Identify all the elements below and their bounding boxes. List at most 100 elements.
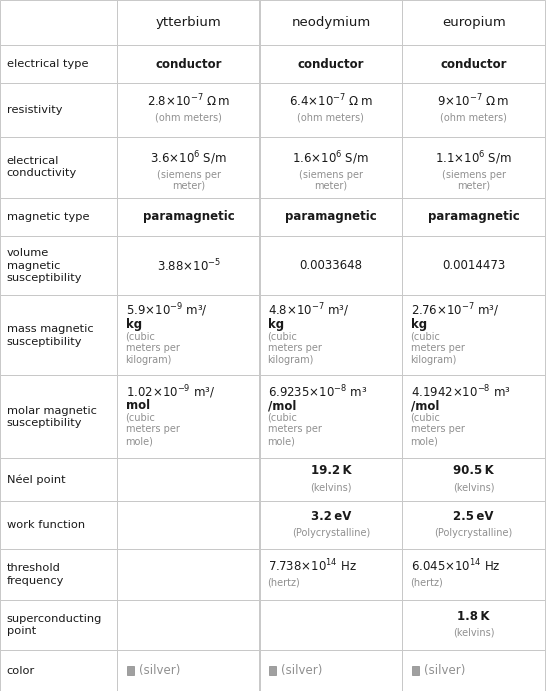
Text: kilogram): kilogram) bbox=[268, 354, 314, 365]
Text: work function: work function bbox=[7, 520, 85, 531]
Text: 6.045×10$^{14}$ Hz: 6.045×10$^{14}$ Hz bbox=[411, 558, 500, 574]
Text: (silver): (silver) bbox=[139, 664, 180, 677]
Bar bbox=[0, 236, 117, 295]
Text: 7.738×10$^{14}$ Hz: 7.738×10$^{14}$ Hz bbox=[268, 558, 357, 574]
Bar bbox=[259, 0, 402, 45]
Bar bbox=[117, 45, 260, 84]
Text: neodymium: neodymium bbox=[291, 16, 371, 29]
Text: mole): mole) bbox=[411, 436, 438, 446]
Text: meter): meter) bbox=[314, 181, 347, 191]
Bar bbox=[259, 650, 402, 691]
Bar bbox=[259, 84, 402, 137]
Bar bbox=[259, 236, 402, 295]
Text: electrical type: electrical type bbox=[7, 59, 88, 69]
Text: 2.8×10$^{-7}$ Ω m: 2.8×10$^{-7}$ Ω m bbox=[147, 93, 230, 109]
Text: 1.6×10$^{6}$ S/m: 1.6×10$^{6}$ S/m bbox=[293, 149, 369, 167]
Text: electrical
conductivity: electrical conductivity bbox=[7, 156, 77, 178]
Bar bbox=[402, 295, 545, 375]
Text: (hertz): (hertz) bbox=[411, 577, 443, 587]
Bar bbox=[117, 375, 260, 458]
Bar bbox=[0, 600, 117, 650]
Text: 3.2 eV: 3.2 eV bbox=[311, 510, 351, 523]
Bar bbox=[0, 458, 117, 502]
Text: conductor: conductor bbox=[298, 57, 364, 70]
Text: 6.9235×10$^{-8}$ m³: 6.9235×10$^{-8}$ m³ bbox=[268, 384, 367, 400]
Text: (siemens per: (siemens per bbox=[442, 170, 506, 180]
Text: 19.2 K: 19.2 K bbox=[311, 464, 351, 477]
Bar bbox=[117, 84, 260, 137]
Text: kg: kg bbox=[126, 318, 142, 331]
Text: (cubic: (cubic bbox=[126, 331, 156, 341]
Text: meters per: meters per bbox=[268, 343, 322, 353]
Text: 3.88×10$^{-5}$: 3.88×10$^{-5}$ bbox=[157, 258, 221, 274]
Text: (kelvins): (kelvins) bbox=[453, 627, 495, 638]
Bar bbox=[259, 45, 402, 84]
Text: meters per: meters per bbox=[268, 424, 322, 435]
Bar bbox=[402, 45, 545, 84]
Text: 4.1942×10$^{-8}$ m³: 4.1942×10$^{-8}$ m³ bbox=[411, 384, 511, 400]
Text: meter): meter) bbox=[173, 181, 205, 191]
Text: resistivity: resistivity bbox=[7, 105, 62, 115]
Text: kilogram): kilogram) bbox=[411, 354, 457, 365]
Bar bbox=[402, 650, 545, 691]
Bar bbox=[259, 137, 402, 198]
Text: (cubic: (cubic bbox=[268, 331, 298, 341]
Bar bbox=[402, 84, 545, 137]
Text: mol: mol bbox=[126, 399, 150, 413]
Text: conductor: conductor bbox=[441, 57, 507, 70]
Bar bbox=[259, 198, 402, 236]
Text: (siemens per: (siemens per bbox=[299, 170, 363, 180]
Bar bbox=[0, 502, 117, 549]
Bar bbox=[0, 84, 117, 137]
Bar bbox=[402, 502, 545, 549]
Bar bbox=[0, 198, 117, 236]
Text: mass magnetic
susceptibility: mass magnetic susceptibility bbox=[7, 324, 93, 347]
Bar bbox=[0, 650, 117, 691]
Bar bbox=[402, 236, 545, 295]
Bar bbox=[117, 295, 260, 375]
Text: kg: kg bbox=[268, 318, 284, 331]
Text: 6.4×10$^{-7}$ Ω m: 6.4×10$^{-7}$ Ω m bbox=[289, 93, 373, 109]
Text: meter): meter) bbox=[457, 181, 490, 191]
Text: threshold
frequency: threshold frequency bbox=[7, 563, 64, 586]
Bar bbox=[117, 650, 260, 691]
Bar bbox=[0, 549, 117, 600]
Text: (kelvins): (kelvins) bbox=[310, 482, 352, 493]
Text: Néel point: Néel point bbox=[7, 475, 65, 485]
Text: 0.0014473: 0.0014473 bbox=[442, 259, 505, 272]
Bar bbox=[259, 295, 402, 375]
Text: volume
magnetic
susceptibility: volume magnetic susceptibility bbox=[7, 248, 82, 283]
Text: (silver): (silver) bbox=[281, 664, 322, 677]
Text: 1.02×10$^{-9}$ m³/: 1.02×10$^{-9}$ m³/ bbox=[126, 384, 215, 401]
Text: magnetic type: magnetic type bbox=[7, 212, 89, 222]
Bar bbox=[402, 137, 545, 198]
Text: conductor: conductor bbox=[156, 57, 222, 70]
Bar bbox=[402, 600, 545, 650]
Text: meters per: meters per bbox=[126, 424, 180, 435]
Text: (Polycrystalline): (Polycrystalline) bbox=[435, 528, 513, 538]
Text: 2.76×10$^{-7}$ m³/: 2.76×10$^{-7}$ m³/ bbox=[411, 302, 499, 319]
Bar bbox=[259, 600, 402, 650]
Text: /mol: /mol bbox=[268, 399, 296, 413]
Text: meters per: meters per bbox=[411, 343, 465, 353]
Bar bbox=[117, 458, 260, 502]
Text: /mol: /mol bbox=[411, 399, 439, 413]
Text: 1.8 K: 1.8 K bbox=[458, 609, 490, 623]
Text: molar magnetic
susceptibility: molar magnetic susceptibility bbox=[7, 406, 97, 428]
Text: (cubic: (cubic bbox=[411, 413, 441, 423]
Text: 2.5 eV: 2.5 eV bbox=[453, 510, 494, 523]
Text: 4.8×10$^{-7}$ m³/: 4.8×10$^{-7}$ m³/ bbox=[268, 302, 349, 319]
Bar bbox=[402, 375, 545, 458]
Text: paramagnetic: paramagnetic bbox=[428, 210, 520, 223]
Text: mole): mole) bbox=[126, 436, 153, 446]
Text: color: color bbox=[7, 665, 35, 676]
Text: meters per: meters per bbox=[411, 424, 465, 435]
Text: (cubic: (cubic bbox=[268, 413, 298, 423]
Bar bbox=[127, 666, 134, 675]
Text: (silver): (silver) bbox=[424, 664, 465, 677]
Bar bbox=[402, 0, 545, 45]
Text: (ohm meters): (ohm meters) bbox=[440, 113, 507, 123]
Bar bbox=[117, 600, 260, 650]
Bar bbox=[117, 198, 260, 236]
Bar bbox=[0, 0, 117, 45]
